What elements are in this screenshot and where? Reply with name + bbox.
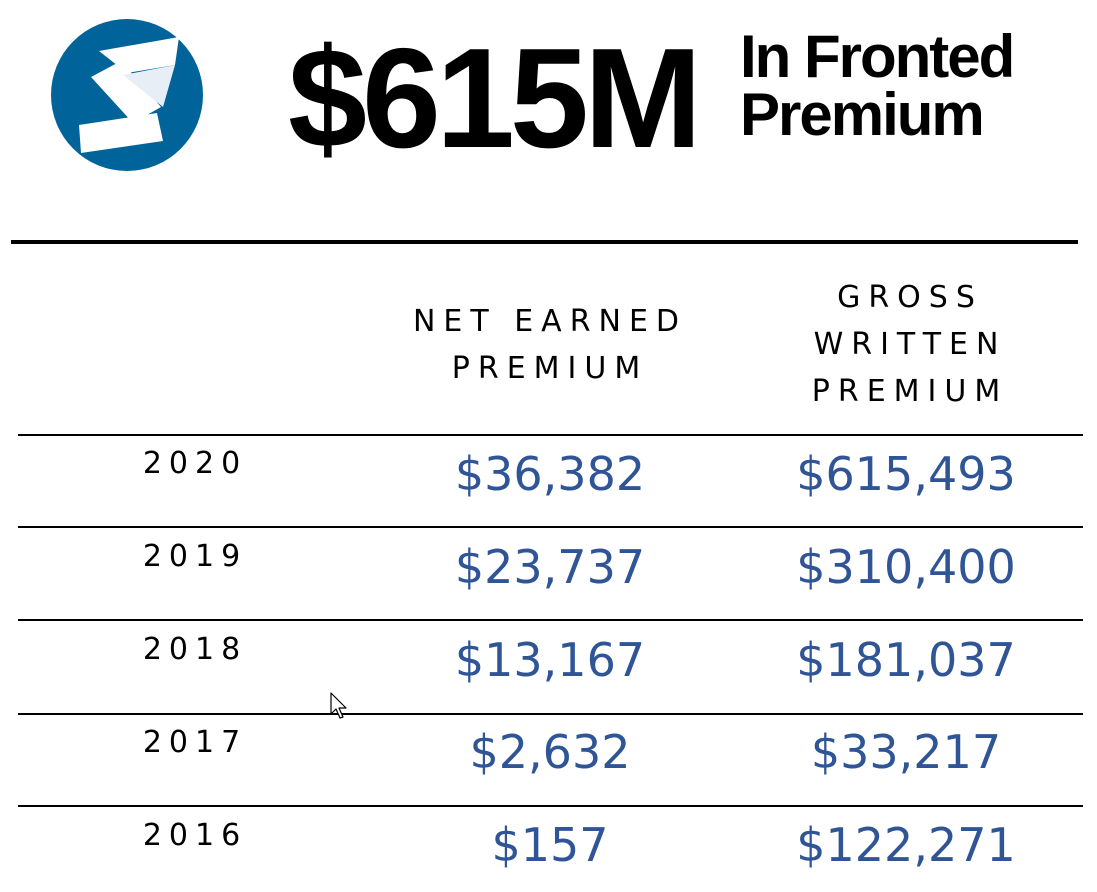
headline-subtitle-line2: Premium (740, 81, 985, 148)
row-year-2017: 2017 (142, 725, 248, 760)
net-earned-premium-2018: $13,167 (454, 633, 646, 687)
column-header-net-earned-premium: NET EARNED PREMIUM (395, 298, 705, 392)
header-divider (11, 240, 1078, 244)
column-header-line: NET EARNED (412, 304, 688, 339)
gross-written-premium-2017: $33,217 (810, 725, 1002, 779)
column-header-line: PREMIUM (811, 374, 1009, 409)
row-divider (18, 713, 1083, 715)
column-header-gross-written-premium: GROSS WRITTEN PREMIUM (755, 274, 1065, 415)
company-logo (51, 19, 203, 171)
row-year-2018: 2018 (142, 632, 248, 667)
net-earned-premium-2017: $2,632 (469, 725, 631, 779)
column-header-line: WRITTEN (813, 327, 1007, 362)
net-earned-premium-2020: $36,382 (454, 447, 646, 501)
headline-subtitle-line1: In Fronted (740, 23, 1015, 90)
mouse-pointer-icon (330, 692, 347, 719)
column-header-line: PREMIUM (451, 351, 649, 386)
row-divider (18, 434, 1083, 436)
row-divider (18, 619, 1083, 621)
net-earned-premium-2016: $157 (491, 818, 609, 872)
headline-subtitle: In Fronted Premium (740, 23, 1015, 148)
gross-written-premium-2019: $310,400 (796, 540, 1016, 594)
row-year-2016: 2016 (142, 818, 248, 853)
row-year-2020: 2020 (142, 446, 248, 481)
net-earned-premium-2019: $23,737 (454, 540, 646, 594)
gross-written-premium-2018: $181,037 (796, 633, 1016, 687)
column-header-line: GROSS (837, 280, 983, 315)
row-divider (18, 805, 1083, 807)
row-divider (18, 526, 1083, 528)
gross-written-premium-2020: $615,493 (796, 447, 1016, 501)
row-year-2019: 2019 (142, 539, 248, 574)
headline-amount: $615M (288, 19, 702, 178)
gross-written-premium-2016: $122,271 (796, 818, 1016, 872)
